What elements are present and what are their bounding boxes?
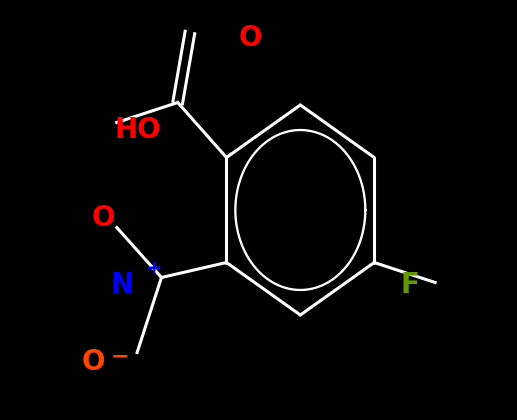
Text: F: F (401, 271, 419, 299)
Text: N: N (110, 271, 133, 299)
Text: +: + (146, 258, 162, 278)
Text: O: O (82, 348, 105, 376)
Text: O: O (92, 204, 115, 232)
Text: −: − (111, 346, 129, 366)
Text: O: O (238, 24, 262, 52)
Text: HO: HO (115, 116, 161, 144)
